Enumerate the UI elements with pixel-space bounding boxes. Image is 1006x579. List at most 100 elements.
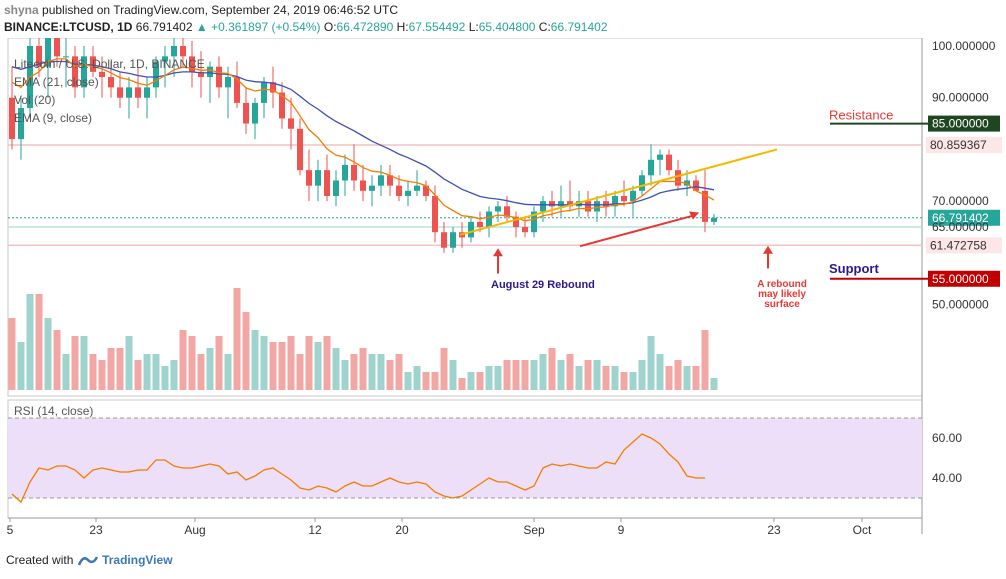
volume-bar (467, 372, 475, 390)
volume-bar (584, 360, 592, 390)
candle-body (126, 87, 132, 98)
volume-bar (440, 348, 448, 390)
candle-body (342, 164, 348, 181)
surface-arrow-head (763, 245, 773, 254)
candle-body (468, 221, 474, 238)
price-tick-label: 65.000000 (932, 220, 989, 234)
price-change: ▲ +0.361897 (+0.54%) (195, 20, 321, 34)
volume-bar (413, 366, 421, 390)
volume-bar (512, 360, 520, 390)
candle-body (612, 196, 618, 207)
volume-bar (701, 330, 709, 390)
volume-bar (620, 372, 628, 390)
volume-bar (233, 288, 241, 390)
price-tick-label: 85.000000 (932, 117, 989, 131)
candle-body (198, 71, 204, 78)
time-tick-label: 12 (308, 523, 322, 537)
volume-bar (548, 348, 556, 390)
volume-bar (278, 342, 286, 390)
candle-body (522, 227, 528, 233)
candle-body (117, 87, 123, 98)
candle-body (279, 92, 285, 119)
surface-label: may likely (758, 289, 806, 300)
volume-bar (377, 354, 385, 390)
candle-body (396, 185, 402, 196)
surface-label: surface (764, 299, 800, 310)
time-tick-label: 20 (395, 523, 409, 537)
rsi-tick-label: 40.00 (932, 471, 962, 485)
volume-bar (125, 336, 133, 390)
volume-bar (386, 360, 394, 390)
legend-item: Vol (20) (14, 93, 55, 107)
volume-bar (215, 336, 223, 390)
price-tick-label: 70.000000 (932, 194, 989, 208)
support-badge (928, 270, 1000, 287)
open-value: 66.472890 (336, 20, 394, 34)
volume-bar (251, 330, 259, 390)
volume-bar (566, 354, 574, 390)
legend-item: EMA (21, close) (14, 75, 99, 89)
candle-body (513, 216, 519, 228)
candle-body (360, 180, 366, 191)
candle-body (171, 46, 177, 57)
candle-body (549, 201, 555, 207)
volume-bar (656, 354, 664, 390)
price-chart[interactable]: Resistance Support August 29 Rebound A rebo… (0, 38, 1006, 550)
price-tick-label: 100.000000 (932, 39, 996, 53)
up-arrow-line (579, 214, 694, 248)
trend-line (459, 148, 778, 236)
rsi-legend: RSI (14, close) (14, 404, 93, 418)
volume-bar (647, 336, 655, 390)
candle-body (9, 97, 15, 140)
candle-body (297, 128, 303, 171)
open-label: O: (323, 20, 337, 34)
created-with-text: Created with (6, 553, 74, 567)
candle-body (567, 201, 573, 207)
volume-bar (305, 336, 313, 390)
time-tick-label: 23 (89, 523, 103, 537)
volume-bar (242, 312, 250, 390)
volume-bar (602, 366, 610, 390)
time-tick-label: Oct (853, 523, 872, 537)
candle-body (369, 185, 375, 191)
brand-name[interactable]: TradingView (102, 553, 173, 567)
time-tick-label: 5 (7, 523, 14, 537)
candle-body (657, 154, 663, 160)
candle-body (225, 77, 231, 88)
volume-bar (323, 336, 331, 390)
volume-bar (269, 342, 277, 390)
volume-bar (476, 372, 484, 390)
high-value: 67.554492 (408, 20, 466, 34)
candle-body (540, 201, 546, 212)
volume-bar (485, 366, 493, 390)
candle-body (90, 56, 96, 72)
candle-body (603, 201, 609, 207)
volume-bar (611, 366, 619, 390)
candle-body (162, 56, 168, 62)
volume-bar (449, 360, 457, 390)
volume-bar (368, 354, 376, 390)
volume-bar (296, 354, 304, 390)
volume-bar (494, 366, 502, 390)
volume-bar (161, 366, 169, 390)
ema-9-line (11, 58, 715, 222)
volume-bar (431, 372, 439, 390)
candle-body (81, 56, 87, 88)
candle-body (288, 118, 294, 129)
candle-body (387, 175, 393, 186)
candle-body (477, 221, 483, 228)
author-name[interactable]: shyna (4, 3, 39, 17)
candle-body (414, 185, 420, 191)
time-tick-label: 9 (618, 523, 625, 537)
volume-bar (521, 360, 529, 390)
ema-21-line (11, 60, 715, 206)
candle-body (675, 170, 681, 186)
candle-body (270, 82, 276, 93)
candle-body (18, 108, 24, 140)
candle-body (558, 201, 564, 207)
candle-body (333, 180, 339, 196)
candle-body (441, 232, 447, 248)
legend-item: EMA (9, close) (14, 111, 92, 125)
price-tick-label: 90.000000 (932, 91, 989, 105)
candle-body (243, 102, 249, 124)
